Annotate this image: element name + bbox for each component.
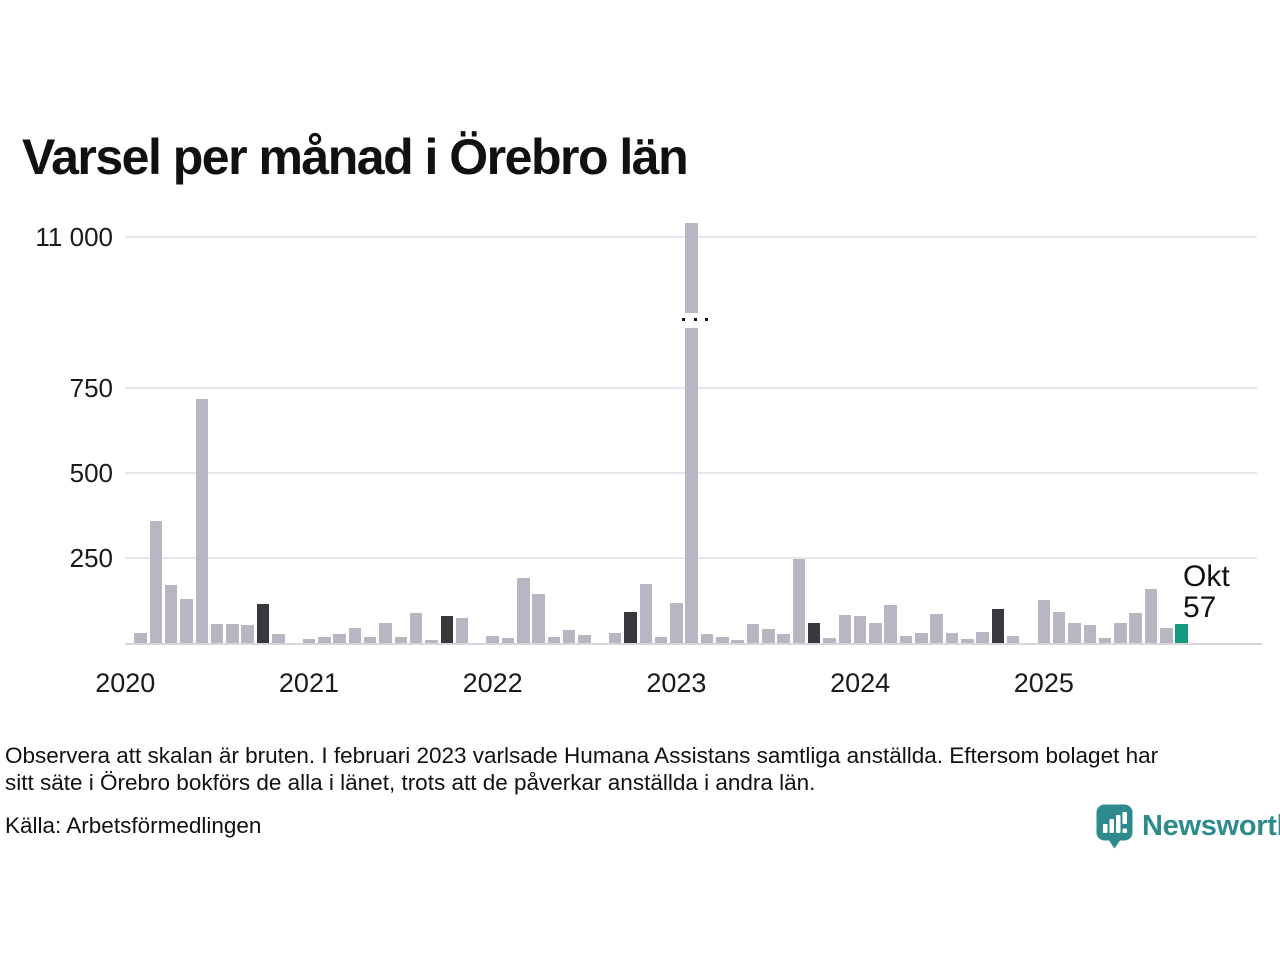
x-tick-label-2025: 2025	[1013, 668, 1074, 698]
bar-2021-03	[333, 633, 346, 643]
bar-2023-02-lower	[685, 328, 698, 643]
bar-2022-09	[608, 633, 622, 643]
x-tick-label-2021: 2021	[278, 668, 339, 698]
bar-2020-11	[272, 634, 285, 643]
bar-2020-03	[149, 520, 163, 643]
footnote-line-1: Observera att skalan är bruten. I februa…	[5, 743, 1159, 768]
bar-2022-07	[578, 634, 591, 643]
bar-2023-02-upper	[685, 222, 698, 314]
bar-2020-02	[134, 632, 147, 643]
bar-2020-07	[210, 623, 224, 643]
bar-2022-03	[517, 578, 530, 643]
bar-2022-06	[562, 630, 576, 643]
chart-footnote: Observera att skalan är bruten. I februa…	[5, 742, 1275, 796]
bar-2021-05	[363, 636, 377, 643]
bar-2024-06	[930, 614, 943, 643]
chart-title: Varsel per månad i Örebro län	[22, 129, 689, 185]
bar-2021-10	[440, 616, 453, 643]
scale-break-dot-2	[704, 317, 708, 321]
bar-2022-02	[501, 638, 515, 643]
bar-2023-04	[716, 636, 729, 643]
newsworthy-logo: Newsworthy	[1096, 804, 1280, 849]
bar-2021-06	[379, 623, 392, 643]
bar-2025-03	[1068, 622, 1081, 643]
x-tick-label-2020: 2020	[95, 668, 156, 698]
bar-2023-03	[700, 634, 714, 643]
bar-2023-11	[823, 637, 836, 643]
bar-2021-04	[348, 628, 362, 643]
bar-2021-11	[455, 617, 469, 643]
x-axis-line	[125, 643, 1262, 645]
x-tick-label-2022: 2022	[462, 668, 523, 698]
x-tick-label-2023: 2023	[646, 668, 707, 698]
y-tick-label-250: 250	[69, 543, 113, 573]
bar-2024-03	[884, 604, 897, 643]
bar-2020-06	[195, 398, 209, 643]
bar-2024-09	[976, 631, 989, 643]
bar-2025-05	[1098, 638, 1112, 643]
annotation-value-label: 57	[1183, 591, 1217, 624]
bar-2023-09	[792, 558, 806, 643]
bar-2024-11	[1006, 635, 1020, 643]
bar-2024-04	[899, 635, 913, 643]
bar-2024-10	[991, 609, 1005, 643]
newsworthy-wordmark: Newsworthy	[1142, 810, 1280, 842]
bar-2024-05	[915, 633, 928, 643]
bar-2024-07	[945, 633, 959, 643]
footnote-line-2: sitt säte i Örebro bokförs de alla i län…	[5, 770, 816, 795]
bar-2023-01	[670, 602, 683, 643]
bar-2025-02	[1052, 611, 1066, 643]
x-tick-label-2024: 2024	[830, 668, 891, 698]
y-tick-label-500: 500	[69, 458, 113, 488]
bar-2025-10	[1175, 623, 1188, 643]
bar-2022-10	[624, 612, 637, 643]
bar-2025-08	[1144, 589, 1158, 643]
bar-2020-05	[180, 598, 193, 643]
bar-2024-02	[869, 622, 882, 643]
bar-2021-08	[409, 612, 423, 643]
bar-2024-01	[853, 616, 867, 643]
bar-2023-06	[746, 624, 760, 643]
bar-2020-08	[226, 623, 239, 643]
bar-2022-01	[486, 635, 499, 643]
bar-2022-04	[532, 594, 545, 643]
bar-2025-07	[1129, 613, 1142, 643]
bar-2023-07	[762, 629, 775, 643]
bar-2025-06	[1114, 622, 1127, 643]
bar-2021-09	[425, 639, 438, 643]
bar-2022-05	[547, 637, 561, 643]
bar-2021-07	[394, 636, 408, 643]
bar-2025-09	[1160, 628, 1173, 643]
scale-break-dot-0	[682, 317, 686, 321]
bar-2021-01	[302, 638, 316, 643]
bar-2020-10	[256, 603, 270, 643]
newsworthy-bubble-chart-icon	[1096, 804, 1133, 849]
bar-2024-08	[961, 638, 974, 643]
source-line: Källa: Arbetsförmedlingen	[5, 813, 262, 838]
scale-break-dot-1	[693, 317, 697, 321]
bar-2023-05	[731, 640, 744, 643]
bar-2021-02	[318, 636, 331, 643]
bar-2020-04	[164, 585, 178, 643]
bar-2023-08	[777, 634, 790, 643]
y-tick-label-750: 750	[69, 373, 113, 403]
bar-2022-11	[639, 584, 653, 643]
bar-2025-01	[1037, 600, 1051, 643]
y-tick-label-11000: 11 000	[35, 222, 113, 252]
last-value-annotation: Okt 57	[1183, 561, 1230, 623]
bar-2025-04	[1083, 624, 1097, 643]
annotation-month-label: Okt	[1183, 560, 1230, 593]
bar-2023-12	[838, 615, 852, 643]
bar-2022-12	[654, 636, 668, 643]
bar-2023-10	[807, 623, 821, 643]
bar-2020-09	[241, 625, 254, 643]
